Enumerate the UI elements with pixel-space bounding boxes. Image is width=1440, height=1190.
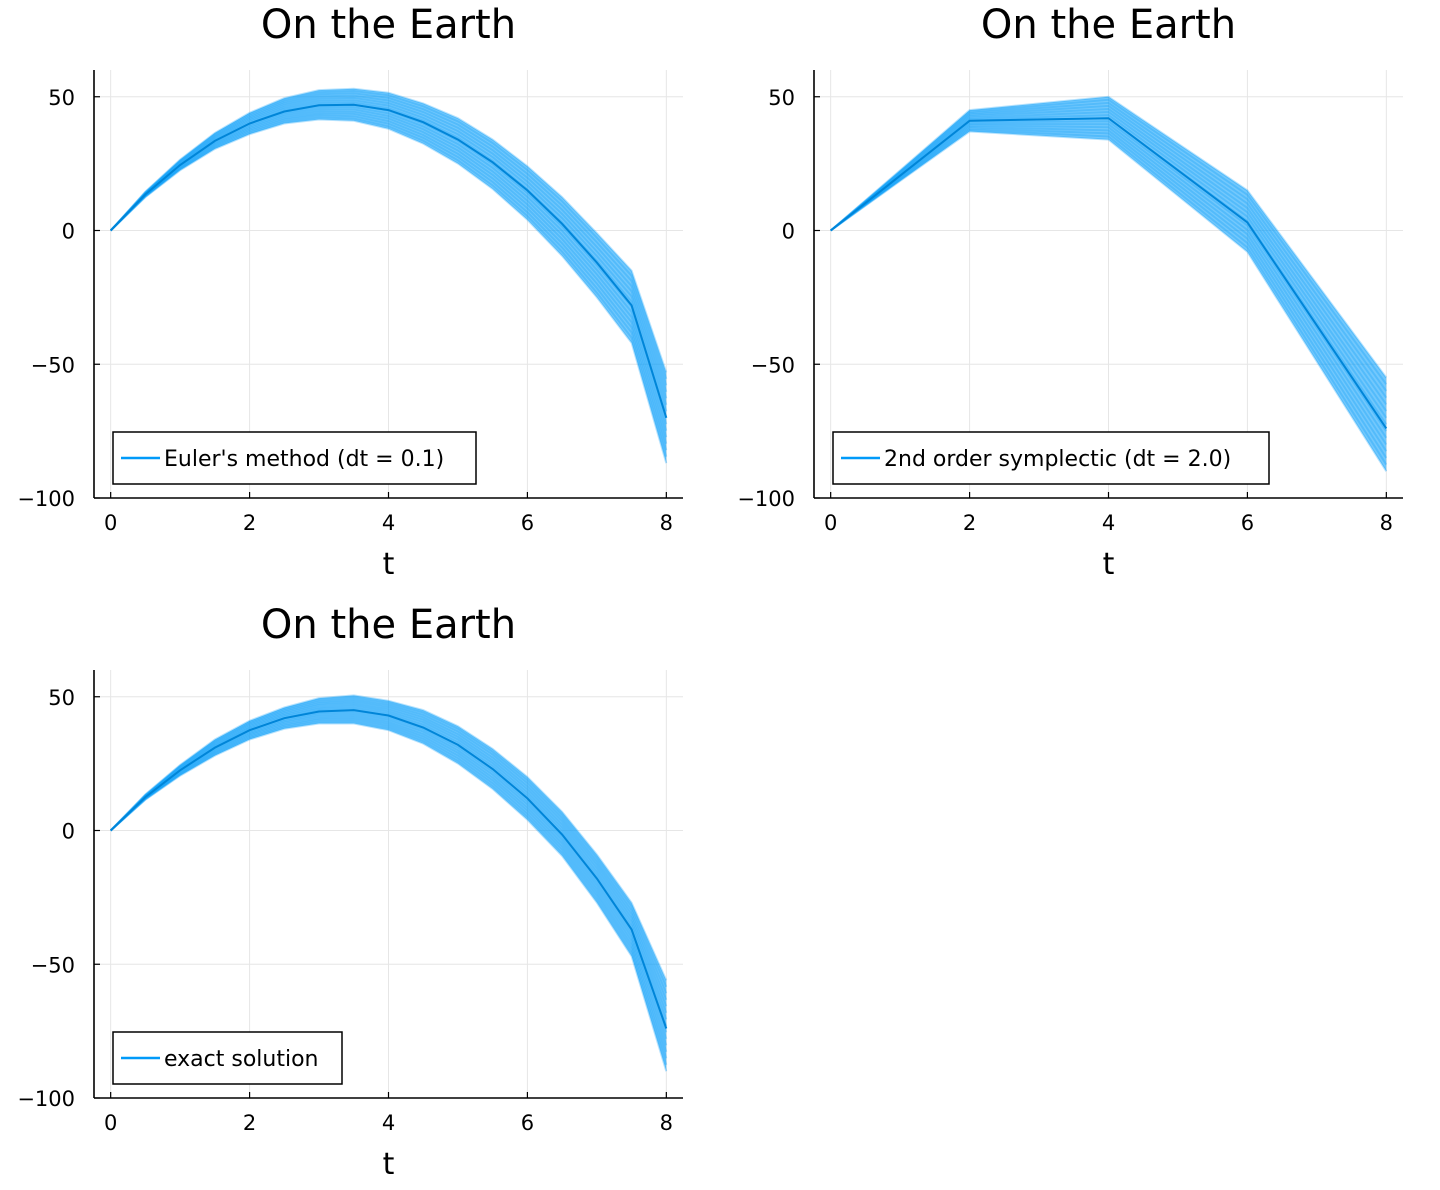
y-tick-label: 50 bbox=[48, 686, 75, 710]
x-tick-label: 6 bbox=[521, 511, 534, 535]
legend-label: 2nd order symplectic (dt = 2.0) bbox=[884, 447, 1231, 472]
x-tick-label: 0 bbox=[824, 511, 837, 535]
y-tick-label: −50 bbox=[31, 353, 75, 377]
chart-title: On the Earth bbox=[261, 602, 516, 648]
y-tick-label: 50 bbox=[48, 86, 75, 110]
y-tick-label: −100 bbox=[17, 1087, 75, 1111]
x-tick-label: 2 bbox=[963, 511, 976, 535]
y-tick-label: 0 bbox=[782, 220, 795, 244]
x-tick-label: 2 bbox=[243, 511, 256, 535]
y-tick-label: 0 bbox=[62, 820, 75, 844]
y-tick-label: −100 bbox=[17, 487, 75, 511]
chart-title: On the Earth bbox=[261, 2, 516, 48]
chart-title: On the Earth bbox=[981, 2, 1236, 48]
chart-panel-1: Euler's method (dt = 0.1) 0 2 4 6 8 50 0 −50 −100… bbox=[17, 2, 683, 582]
series-line bbox=[110, 709, 668, 1029]
y-tick-label: −50 bbox=[31, 953, 75, 977]
x-tick-label: 4 bbox=[1102, 511, 1115, 535]
x-tick-label: 0 bbox=[104, 1111, 117, 1135]
y-tick-label: 50 bbox=[768, 86, 795, 110]
x-tick-label: 8 bbox=[1380, 511, 1393, 535]
ensemble-band bbox=[830, 96, 1387, 472]
x-tick-label: 8 bbox=[660, 1111, 673, 1135]
x-axis-label: t bbox=[383, 547, 395, 582]
x-tick-label: 4 bbox=[382, 1111, 395, 1135]
x-tick-label: 6 bbox=[1241, 511, 1254, 535]
x-tick-label: 6 bbox=[521, 1111, 534, 1135]
legend-box bbox=[112, 431, 477, 485]
y-tick-label: −50 bbox=[751, 353, 795, 377]
legend-box bbox=[832, 431, 1270, 485]
x-axis-label: t bbox=[1103, 547, 1115, 582]
series-line bbox=[109, 103, 668, 419]
chart-panel-2: 2nd order symplectic (dt = 2.0) 0 2 4 6 8 50 0 −… bbox=[737, 2, 1403, 582]
ensemble-band bbox=[110, 88, 667, 464]
y-tick-label: 0 bbox=[62, 220, 75, 244]
x-axis-label: t bbox=[383, 1147, 395, 1182]
x-tick-label: 8 bbox=[660, 511, 673, 535]
y-tick-label: −100 bbox=[737, 487, 795, 511]
x-tick-label: 2 bbox=[243, 1111, 256, 1135]
series-line bbox=[830, 117, 1388, 429]
chart-panel-3: exact solution 0 2 4 6 8 50 0 −50 −100 On the Eart… bbox=[17, 602, 683, 1182]
legend-label: Euler's method (dt = 0.1) bbox=[164, 447, 444, 472]
ensemble-band bbox=[110, 695, 667, 1072]
x-tick-label: 4 bbox=[382, 511, 395, 535]
x-tick-label: 0 bbox=[104, 511, 117, 535]
legend-label: exact solution bbox=[164, 1047, 318, 1072]
